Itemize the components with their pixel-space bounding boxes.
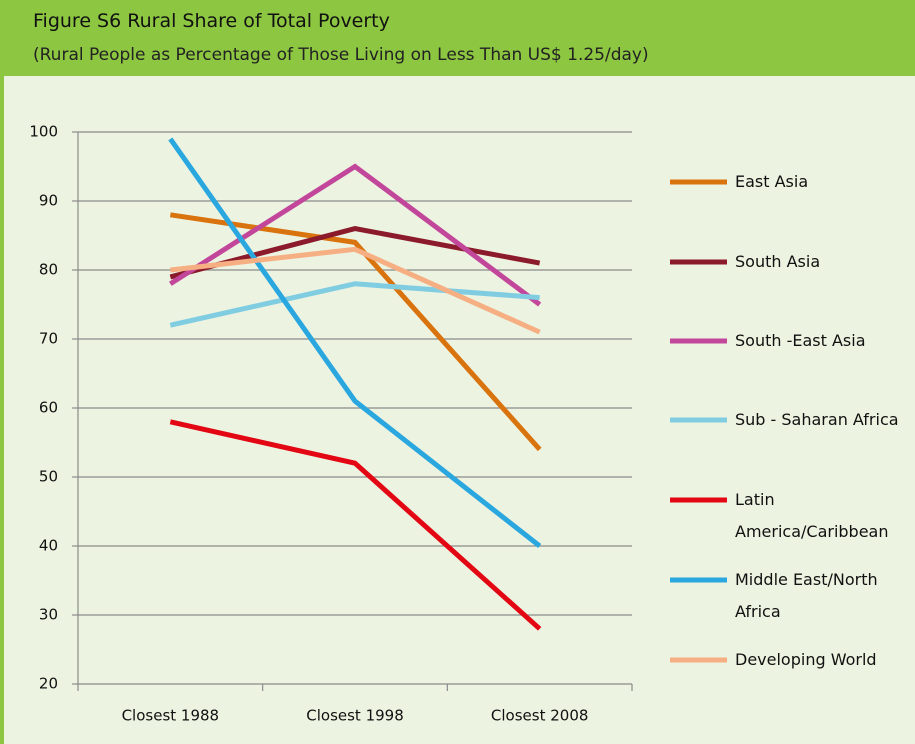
series-line — [169, 281, 540, 328]
x-tick-label: Closest 2008 — [491, 707, 589, 725]
legend-label: South Asia — [735, 252, 821, 271]
chart-title: Figure S6 Rural Share of Total Poverty — [33, 10, 390, 32]
y-tick-label: 50 — [39, 468, 58, 486]
y-tick-label: 40 — [39, 537, 58, 555]
legend-label: Latin America/Caribbean — [735, 490, 889, 541]
y-tick-label: 100 — [29, 123, 58, 141]
y-tick-label: 30 — [39, 606, 58, 624]
legend-label: Developing World — [735, 650, 877, 669]
x-tick-label: Closest 1988 — [122, 707, 220, 725]
chart-subtitle: (Rural People as Percentage of Those Liv… — [33, 45, 649, 65]
y-tick-label: 90 — [39, 192, 58, 210]
legend-label: East Asia — [735, 172, 809, 191]
y-tick-label: 70 — [39, 330, 58, 348]
series-line — [170, 246, 541, 335]
border — [0, 76, 4, 744]
y-tick-label: 60 — [39, 399, 58, 417]
header-band — [0, 0, 915, 76]
legend-label: Middle East/North Africa — [735, 570, 878, 621]
series-line — [168, 163, 542, 307]
series-line — [169, 419, 542, 631]
x-tick-label: Closest 1998 — [306, 707, 404, 725]
legend-label: Sub - Saharan Africa — [735, 410, 899, 429]
series-line — [168, 137, 542, 548]
y-tick-label: 80 — [39, 261, 58, 279]
y-tick-label: 20 — [39, 675, 58, 693]
legend-label: South -East Asia — [735, 331, 866, 350]
